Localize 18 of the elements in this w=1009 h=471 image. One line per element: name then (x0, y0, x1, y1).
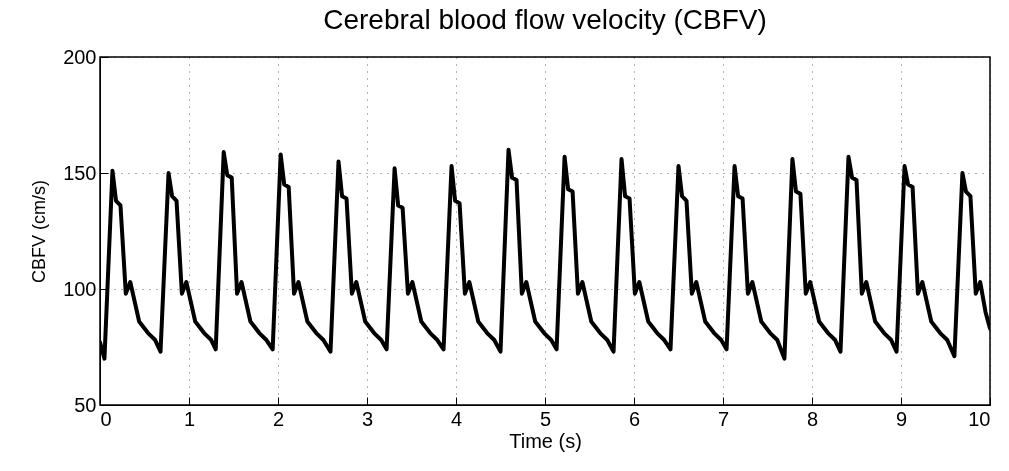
chart-title: Cerebral blood flow velocity (CBFV) (323, 4, 767, 35)
y-tick-label: 150 (63, 161, 97, 184)
y-tick-label: 50 (74, 393, 97, 416)
x-tick-label: 6 (628, 407, 641, 430)
x-tick-label: 3 (361, 407, 374, 430)
y-tick-label: 200 (63, 45, 97, 68)
x-tick-label: 1 (183, 407, 196, 430)
x-tick-label: 4 (450, 407, 463, 430)
y-tick-label: 100 (63, 277, 97, 300)
x-tick-label: 8 (806, 407, 819, 430)
x-tick-label: 9 (895, 407, 908, 430)
x-tick-label: 7 (717, 407, 730, 430)
x-tick-label: 2 (272, 407, 285, 430)
x-axis-title: Time (s) (509, 429, 582, 452)
y-axis-title: CBFV (cm/s) (29, 180, 50, 283)
x-tick-label: 0 (100, 407, 112, 430)
x-tick-label: 5 (539, 407, 552, 430)
x-tick-label: 10 (968, 407, 991, 430)
